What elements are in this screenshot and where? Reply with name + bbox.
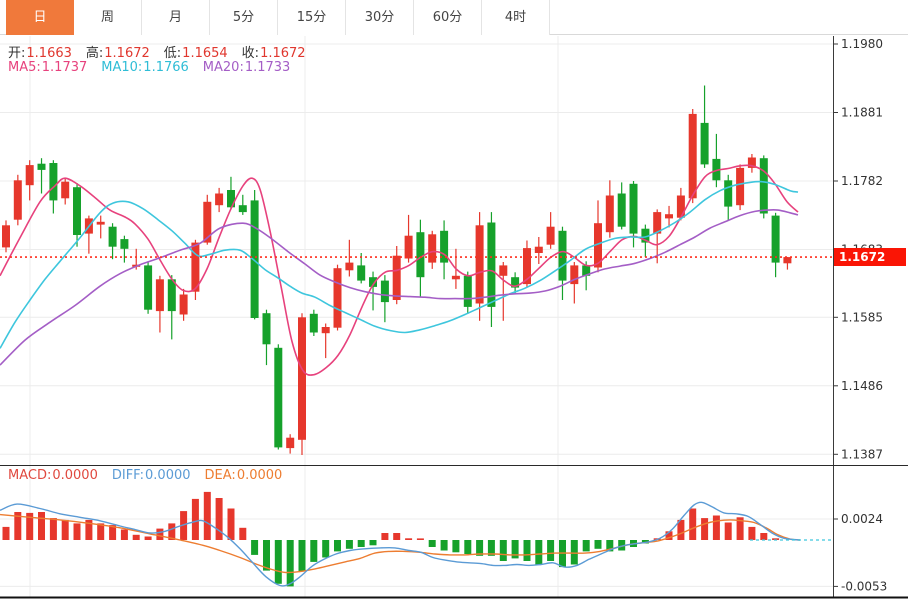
timeframe-tab-2[interactable]: 月 (142, 0, 210, 35)
ma5-value: 1.1737 (41, 60, 88, 75)
diff-label: DIFF: (111, 468, 145, 483)
open-value: 1.1663 (26, 46, 72, 61)
diff-value: 0.0000 (145, 468, 191, 483)
timeframe-tab-5[interactable]: 30分 (346, 0, 414, 35)
timeframe-tab-0[interactable]: 日 (6, 0, 74, 35)
axis-tick-label: 1.1782 (841, 174, 883, 188)
timeframe-tab-4[interactable]: 15分 (278, 0, 346, 35)
timeframe-tab-7[interactable]: 4时 (482, 0, 550, 35)
high-value: 1.1672 (104, 46, 150, 61)
axis-tick-label: 1.1387 (841, 447, 883, 461)
ma10-label: MA10: (101, 60, 143, 75)
macd-label: MACD: (8, 468, 52, 483)
ma5-label: MA5: (8, 60, 41, 75)
timeframe-tab-bar: 日周月 5分 15分 30分 60分 4时 (0, 0, 908, 35)
axis-tick-label: 1.1980 (841, 37, 883, 51)
close-value: 1.1672 (260, 46, 306, 61)
axis-tick-label: 0.0024 (841, 512, 883, 526)
ma-readout: MA5:1.1737 MA10:1.1766 MA20:1.1733 (8, 60, 291, 75)
macd-readout: MACD:0.0000 DIFF:0.0000 DEA:0.0000 (8, 468, 283, 483)
open-label: 开: (8, 46, 26, 61)
axis-tick-label: -0.0053 (841, 579, 887, 593)
macd-value: 0.0000 (52, 468, 98, 483)
low-value: 1.1654 (182, 46, 228, 61)
timeframe-tab-6[interactable]: 60分 (414, 0, 482, 35)
dea-label: DEA: (204, 468, 236, 483)
ma20-value: 1.1733 (244, 60, 291, 75)
high-label: 高: (85, 46, 104, 61)
ma10-value: 1.1766 (143, 60, 189, 75)
low-label: 低: (163, 46, 182, 61)
close-label: 收: (241, 46, 260, 61)
axis-tick-label: 1.1585 (841, 310, 883, 324)
timeframe-tab-1[interactable]: 周 (74, 0, 142, 35)
axis-tick-label: 1.1486 (841, 379, 883, 393)
axis-tick-label: 1.1881 (841, 106, 883, 120)
timeframe-tab-3[interactable]: 5分 (210, 0, 278, 35)
current-price-tag: 1.1672 (834, 248, 906, 266)
ohlc-readout: 开:1.1663 高:1.1672 低:1.1654 收:1.1672 (8, 42, 306, 61)
ma20-label: MA20: (202, 60, 244, 75)
dea-value: 0.0000 (236, 468, 283, 483)
